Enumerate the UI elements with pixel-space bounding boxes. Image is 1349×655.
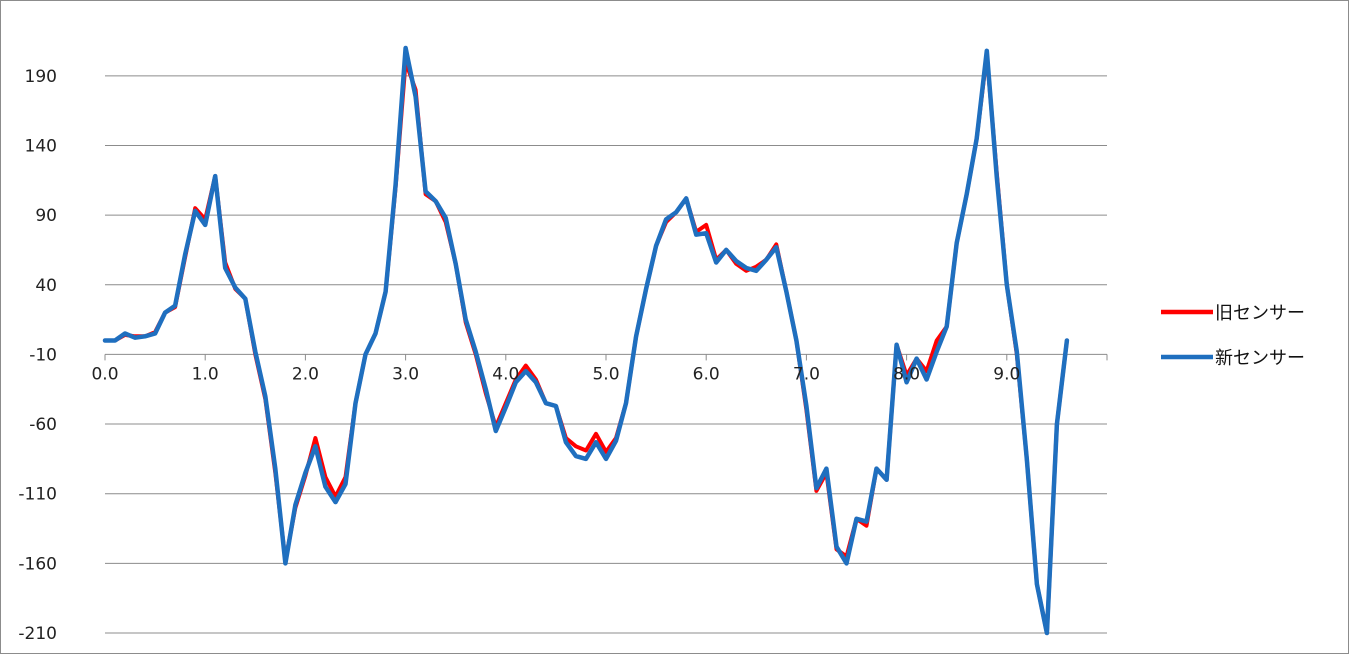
y-tick-label: -60	[29, 415, 57, 435]
series-lines	[105, 48, 1067, 633]
legend-label: 新センサー	[1215, 348, 1305, 369]
y-tick-label: 140	[25, 136, 57, 156]
x-tick-label: 9.0	[993, 364, 1020, 384]
legend-label: 旧センサー	[1215, 303, 1305, 324]
y-tick-labels: 190 140 90 40 -10 -60 -110 -160 -210	[18, 67, 57, 644]
y-tick-label: 40	[35, 276, 57, 296]
y-tick-label: -160	[18, 554, 57, 574]
x-tick-labels: 0.0 1.0 2.0 3.0 4.0 5.0 6.0 7.0 8.0 9.0	[91, 364, 1020, 384]
x-tick-label: 1.0	[192, 364, 219, 384]
x-tick-label: 3.0	[392, 364, 419, 384]
x-tick-label: 2.0	[292, 364, 319, 384]
series-line-old-sensor	[105, 55, 1067, 633]
y-tick-label: 190	[25, 67, 57, 87]
x-tick-label: 5.0	[592, 364, 619, 384]
x-tick-label: 4.0	[492, 364, 519, 384]
x-tick-label: 8.0	[893, 364, 920, 384]
x-tick-label: 0.0	[91, 364, 118, 384]
series-line-new-sensor	[105, 48, 1067, 633]
y-tick-label: 90	[35, 206, 57, 226]
y-tick-label: -110	[18, 485, 57, 505]
x-tick-label: 6.0	[693, 364, 720, 384]
y-tick-label: -210	[18, 624, 57, 644]
x-tick-label: 7.0	[793, 364, 820, 384]
y-tick-label: -10	[29, 345, 57, 365]
